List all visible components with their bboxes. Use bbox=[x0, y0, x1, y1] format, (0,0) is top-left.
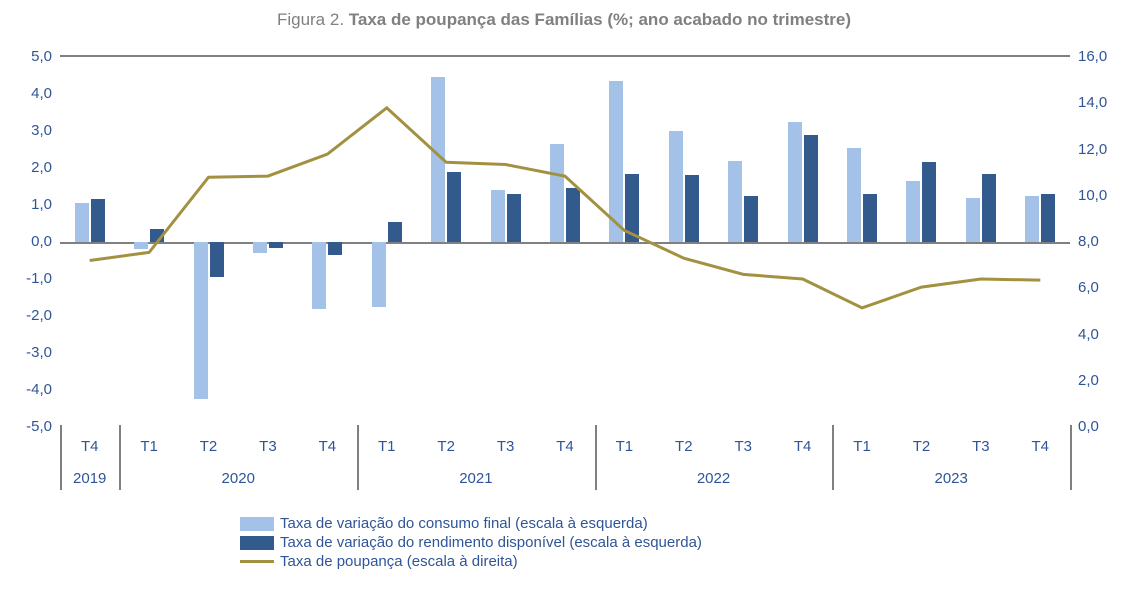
y-right-tick: 0,0 bbox=[1078, 418, 1128, 435]
quarter-label: T1 bbox=[140, 438, 158, 455]
quarter-label: T2 bbox=[913, 438, 931, 455]
legend-label-rendimento: Taxa de variação do rendimento disponíve… bbox=[280, 534, 702, 551]
legend-item-consumo: Taxa de variação do consumo final (escal… bbox=[240, 515, 702, 532]
y-left-tick: 3,0 bbox=[2, 122, 52, 139]
year-separator bbox=[60, 425, 62, 490]
y-left-tick: 0,0 bbox=[2, 233, 52, 250]
legend-swatch-consumo bbox=[240, 517, 274, 531]
quarter-label: T2 bbox=[437, 438, 455, 455]
y-left-tick: 5,0 bbox=[2, 48, 52, 65]
quarter-label: T4 bbox=[319, 438, 337, 455]
quarter-label: T2 bbox=[200, 438, 218, 455]
y-left-tick: -2,0 bbox=[2, 307, 52, 324]
quarter-label: T4 bbox=[794, 438, 812, 455]
year-label: 2022 bbox=[697, 470, 730, 487]
legend-label-poupanca: Taxa de poupança (escala à direita) bbox=[280, 553, 518, 570]
y-right-tick: 14,0 bbox=[1078, 94, 1128, 111]
y-left-tick: 2,0 bbox=[2, 159, 52, 176]
y-right-tick: 12,0 bbox=[1078, 141, 1128, 158]
year-separator bbox=[119, 425, 121, 490]
year-label: 2023 bbox=[934, 470, 967, 487]
quarter-label: T1 bbox=[616, 438, 634, 455]
chart-container: Figura 2. Taxa de poupança das Famílias … bbox=[0, 0, 1128, 591]
y-left-tick: -1,0 bbox=[2, 270, 52, 287]
y-left-tick: 1,0 bbox=[2, 196, 52, 213]
quarter-label: T3 bbox=[497, 438, 515, 455]
y-left-tick: -3,0 bbox=[2, 344, 52, 361]
chart-title: Figura 2. Taxa de poupança das Famílias … bbox=[0, 0, 1128, 30]
y-left-tick: 4,0 bbox=[2, 85, 52, 102]
y-left-tick: -4,0 bbox=[2, 381, 52, 398]
y-left-tick: -5,0 bbox=[2, 418, 52, 435]
year-separator bbox=[832, 425, 834, 490]
quarter-label: T4 bbox=[556, 438, 574, 455]
quarter-label: T3 bbox=[972, 438, 990, 455]
year-separator bbox=[1070, 425, 1072, 490]
year-label: 2021 bbox=[459, 470, 492, 487]
y-right-tick: 4,0 bbox=[1078, 326, 1128, 343]
quarter-label: T4 bbox=[81, 438, 99, 455]
year-separator bbox=[357, 425, 359, 490]
x-axis-labels: T4 T1 T2 T3 T4 T1 T2 T3 T4 T1 T2 T3 T4 T1 T2 T3 T4 2019 20… bbox=[60, 430, 1070, 500]
year-separator bbox=[595, 425, 597, 490]
legend-item-poupanca: Taxa de poupança (escala à direita) bbox=[240, 553, 702, 570]
legend-line-poupanca bbox=[240, 560, 274, 563]
line-poupanca bbox=[60, 57, 1070, 427]
quarter-label: T2 bbox=[675, 438, 693, 455]
title-prefix: Figura 2. bbox=[277, 10, 349, 29]
legend-item-rendimento: Taxa de variação do rendimento disponíve… bbox=[240, 534, 702, 551]
quarter-label: T3 bbox=[259, 438, 277, 455]
y-right-tick: 10,0 bbox=[1078, 187, 1128, 204]
legend-label-consumo: Taxa de variação do consumo final (escal… bbox=[280, 515, 648, 532]
legend-swatch-rendimento bbox=[240, 536, 274, 550]
year-label: 2020 bbox=[222, 470, 255, 487]
plot-area: -5,0-4,0-3,0-2,0-1,00,01,02,03,04,05,00,… bbox=[60, 55, 1070, 427]
title-main: Taxa de poupança das Famílias (%; ano ac… bbox=[349, 10, 851, 29]
quarter-label: T1 bbox=[853, 438, 871, 455]
year-label: 2019 bbox=[73, 470, 106, 487]
quarter-label: T1 bbox=[378, 438, 396, 455]
y-right-tick: 16,0 bbox=[1078, 48, 1128, 65]
y-right-tick: 6,0 bbox=[1078, 279, 1128, 296]
quarter-label: T4 bbox=[1032, 438, 1050, 455]
legend: Taxa de variação do consumo final (escal… bbox=[240, 515, 702, 572]
quarter-label: T3 bbox=[734, 438, 752, 455]
y-right-tick: 2,0 bbox=[1078, 372, 1128, 389]
y-right-tick: 8,0 bbox=[1078, 233, 1128, 250]
